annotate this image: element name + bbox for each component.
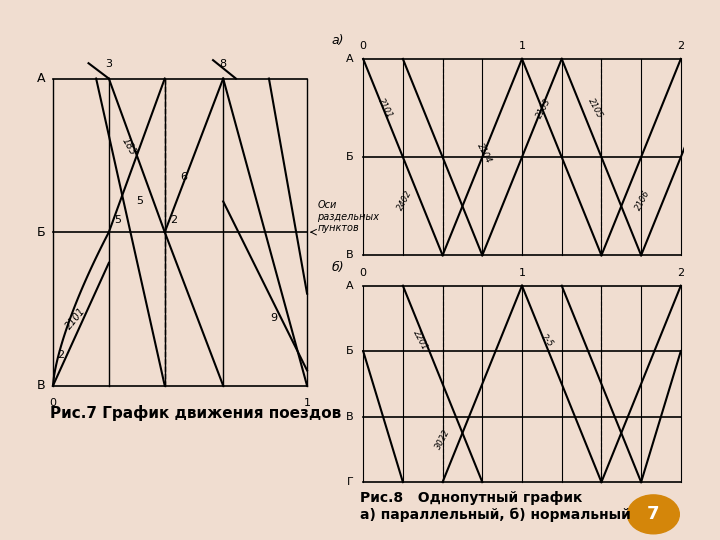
Text: 0: 0 <box>50 398 56 408</box>
Text: 2: 2 <box>678 41 685 51</box>
Text: 1: 1 <box>304 398 310 408</box>
Text: Оси
раздельных
пунктов: Оси раздельных пунктов <box>318 200 379 233</box>
Text: А: А <box>37 72 45 85</box>
Text: 2: 2 <box>170 215 177 225</box>
Text: 0: 0 <box>360 268 366 278</box>
Text: 2402: 2402 <box>395 188 413 212</box>
Text: б): б) <box>331 261 344 274</box>
Text: 7: 7 <box>647 505 660 523</box>
Text: 2: 2 <box>678 268 685 278</box>
Text: 183: 183 <box>120 136 138 157</box>
Text: 9: 9 <box>271 313 278 323</box>
Text: В: В <box>346 250 354 260</box>
Text: Рис.8   Однопутный график
а) параллельный, б) нормальный: Рис.8 Однопутный график а) параллельный,… <box>360 491 631 522</box>
Text: а): а) <box>331 34 344 47</box>
Text: 2106: 2106 <box>634 188 652 212</box>
Text: А: А <box>346 281 354 291</box>
Text: А: А <box>346 54 354 64</box>
Text: 3022: 3022 <box>433 427 451 450</box>
Text: 2201: 2201 <box>411 329 429 352</box>
Text: 2101: 2101 <box>64 305 88 331</box>
Text: 0: 0 <box>360 41 366 51</box>
Circle shape <box>628 495 679 534</box>
Text: 2101: 2101 <box>377 97 395 119</box>
Text: 1: 1 <box>518 41 526 51</box>
Text: Г: Г <box>347 477 354 487</box>
Text: 5: 5 <box>136 197 143 206</box>
Text: Рис.7 График движения поездов: Рис.7 График движения поездов <box>50 405 342 421</box>
Text: 8: 8 <box>220 59 227 69</box>
Text: Б: Б <box>37 226 45 239</box>
Text: 2: 2 <box>57 350 64 360</box>
Text: 5: 5 <box>114 215 122 225</box>
Text: Б: Б <box>346 346 354 356</box>
Text: Б: Б <box>346 152 354 162</box>
Text: 2105: 2105 <box>586 97 604 119</box>
Text: В: В <box>37 379 45 392</box>
Text: В: В <box>346 411 354 422</box>
Text: 6: 6 <box>180 172 187 182</box>
Text: 1: 1 <box>518 268 526 278</box>
Text: 2104: 2104 <box>475 141 493 165</box>
Text: 2103: 2103 <box>535 97 553 119</box>
Text: 2-5: 2-5 <box>539 333 555 349</box>
Text: 3: 3 <box>105 59 112 69</box>
